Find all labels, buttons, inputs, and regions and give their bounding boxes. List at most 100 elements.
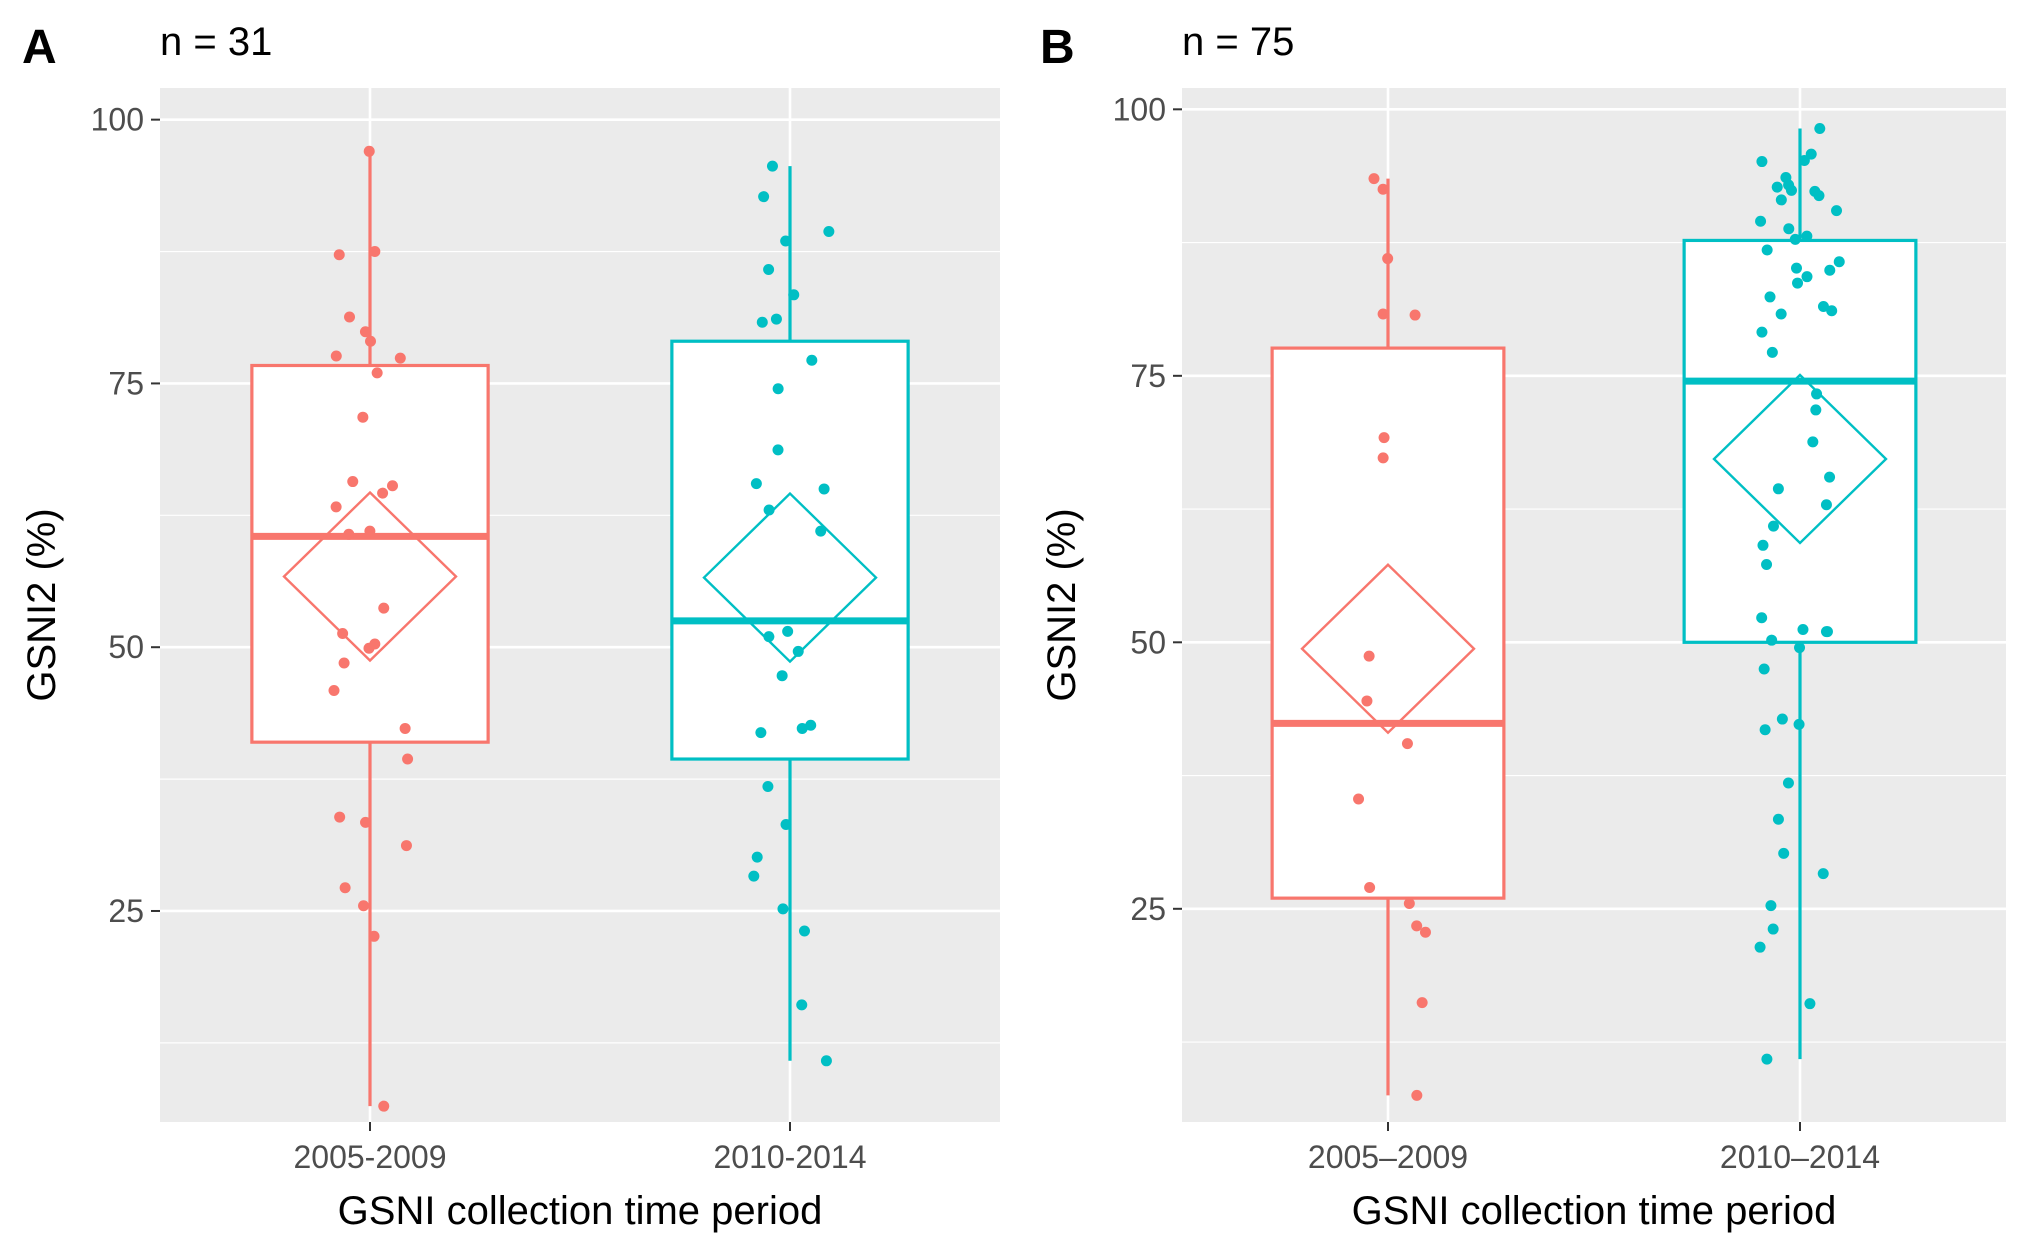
data-point xyxy=(798,925,810,937)
data-point xyxy=(1761,244,1773,256)
panel-b: B n = 75 25 50 75 100 2005–2009 2010–2014 GS… xyxy=(1040,20,2006,1233)
data-point xyxy=(1826,305,1838,317)
data-point xyxy=(334,811,346,823)
data-point xyxy=(818,483,830,495)
data-point xyxy=(1833,256,1845,268)
data-point xyxy=(1765,900,1777,912)
data-point xyxy=(1791,262,1803,274)
data-point xyxy=(792,645,804,657)
data-point xyxy=(377,487,389,499)
data-point xyxy=(796,722,808,734)
panel-a-points xyxy=(328,145,835,1112)
data-point xyxy=(1811,388,1823,400)
panel-b-letter: B xyxy=(1040,21,1075,74)
box-iqr xyxy=(250,363,490,744)
data-point xyxy=(776,670,788,682)
data-point xyxy=(1793,718,1805,730)
data-point xyxy=(1756,156,1768,168)
panel-b-x-axis: 2005–2009 2010–2014 xyxy=(1308,1122,1880,1175)
data-point xyxy=(1378,432,1390,444)
data-point xyxy=(805,719,817,731)
data-point xyxy=(1801,271,1813,283)
data-point xyxy=(762,780,774,792)
data-point xyxy=(1794,642,1806,654)
data-point xyxy=(1754,941,1766,953)
data-point xyxy=(1813,190,1825,202)
mean-diamond xyxy=(1712,373,1888,545)
mean-diamond xyxy=(702,491,878,664)
data-point xyxy=(1364,881,1376,893)
y-tick-label: 75 xyxy=(1130,358,1166,394)
data-point xyxy=(1772,813,1784,825)
panel-a-letter: A xyxy=(22,21,57,74)
panel-a-boxes xyxy=(250,151,910,1107)
panel-a: A n = 31 25 50 75 100 2005-2009 2010-2014 GS… xyxy=(20,20,1000,1233)
data-point xyxy=(756,316,768,328)
data-point xyxy=(333,249,345,261)
data-point xyxy=(330,501,342,513)
data-point xyxy=(1778,847,1790,859)
data-point xyxy=(328,684,340,696)
mean-diamond xyxy=(1300,563,1476,735)
panel-a-x-axis: 2005-2009 2010-2014 xyxy=(293,1122,867,1175)
x-tick-label: 2005-2009 xyxy=(293,1139,446,1175)
data-point xyxy=(1416,997,1428,1009)
data-point xyxy=(770,313,782,325)
x-tick-label: 2010-2014 xyxy=(713,1139,866,1175)
data-point xyxy=(1353,793,1365,805)
data-point xyxy=(399,722,411,734)
box-iqr xyxy=(670,339,910,761)
data-point xyxy=(815,525,827,537)
data-point xyxy=(1411,1089,1423,1101)
data-point xyxy=(1766,634,1778,646)
data-point xyxy=(750,478,762,490)
data-point xyxy=(1764,291,1776,303)
data-point xyxy=(1758,663,1770,675)
data-point xyxy=(751,851,763,863)
data-point xyxy=(782,625,794,637)
data-point xyxy=(387,480,399,492)
data-point xyxy=(357,411,369,423)
data-point xyxy=(1756,612,1768,624)
panel-a-n-label: n = 31 xyxy=(160,20,272,64)
panel-b-n-label: n = 75 xyxy=(1182,20,1294,64)
y-tick-label: 25 xyxy=(1130,891,1166,927)
data-point xyxy=(394,352,406,364)
data-point xyxy=(772,383,784,395)
mean-diamond xyxy=(282,490,458,663)
data-point xyxy=(1759,724,1771,736)
data-point xyxy=(788,289,800,301)
data-point xyxy=(1766,346,1778,358)
data-point xyxy=(1771,181,1783,193)
data-point xyxy=(1817,301,1829,313)
data-point xyxy=(368,930,380,942)
data-point xyxy=(1401,738,1413,750)
data-point xyxy=(1817,868,1829,880)
box-iqr xyxy=(1682,238,1918,644)
data-point xyxy=(402,753,414,765)
data-point xyxy=(1756,326,1768,338)
data-point xyxy=(1821,626,1833,638)
x-tick-label: 2010–2014 xyxy=(1720,1139,1880,1175)
data-point xyxy=(763,631,775,643)
y-tick-label: 25 xyxy=(108,893,144,929)
data-point xyxy=(347,476,359,488)
data-point xyxy=(1824,264,1836,276)
data-point xyxy=(1403,897,1415,909)
data-point xyxy=(1361,695,1373,707)
data-point xyxy=(359,326,371,338)
data-point xyxy=(1363,650,1375,662)
data-point xyxy=(1804,998,1816,1010)
data-point xyxy=(806,354,818,366)
data-point xyxy=(369,246,381,258)
data-point xyxy=(360,816,372,828)
data-point xyxy=(780,818,792,830)
data-point xyxy=(1757,539,1769,551)
data-point xyxy=(1772,483,1784,495)
data-point xyxy=(1775,308,1787,320)
data-point xyxy=(1368,173,1380,185)
data-point xyxy=(339,882,351,894)
y-tick-label: 50 xyxy=(108,629,144,665)
panel-b-y-axis-title: GSNI2 (%) xyxy=(1040,508,1084,701)
data-point xyxy=(1776,713,1788,725)
